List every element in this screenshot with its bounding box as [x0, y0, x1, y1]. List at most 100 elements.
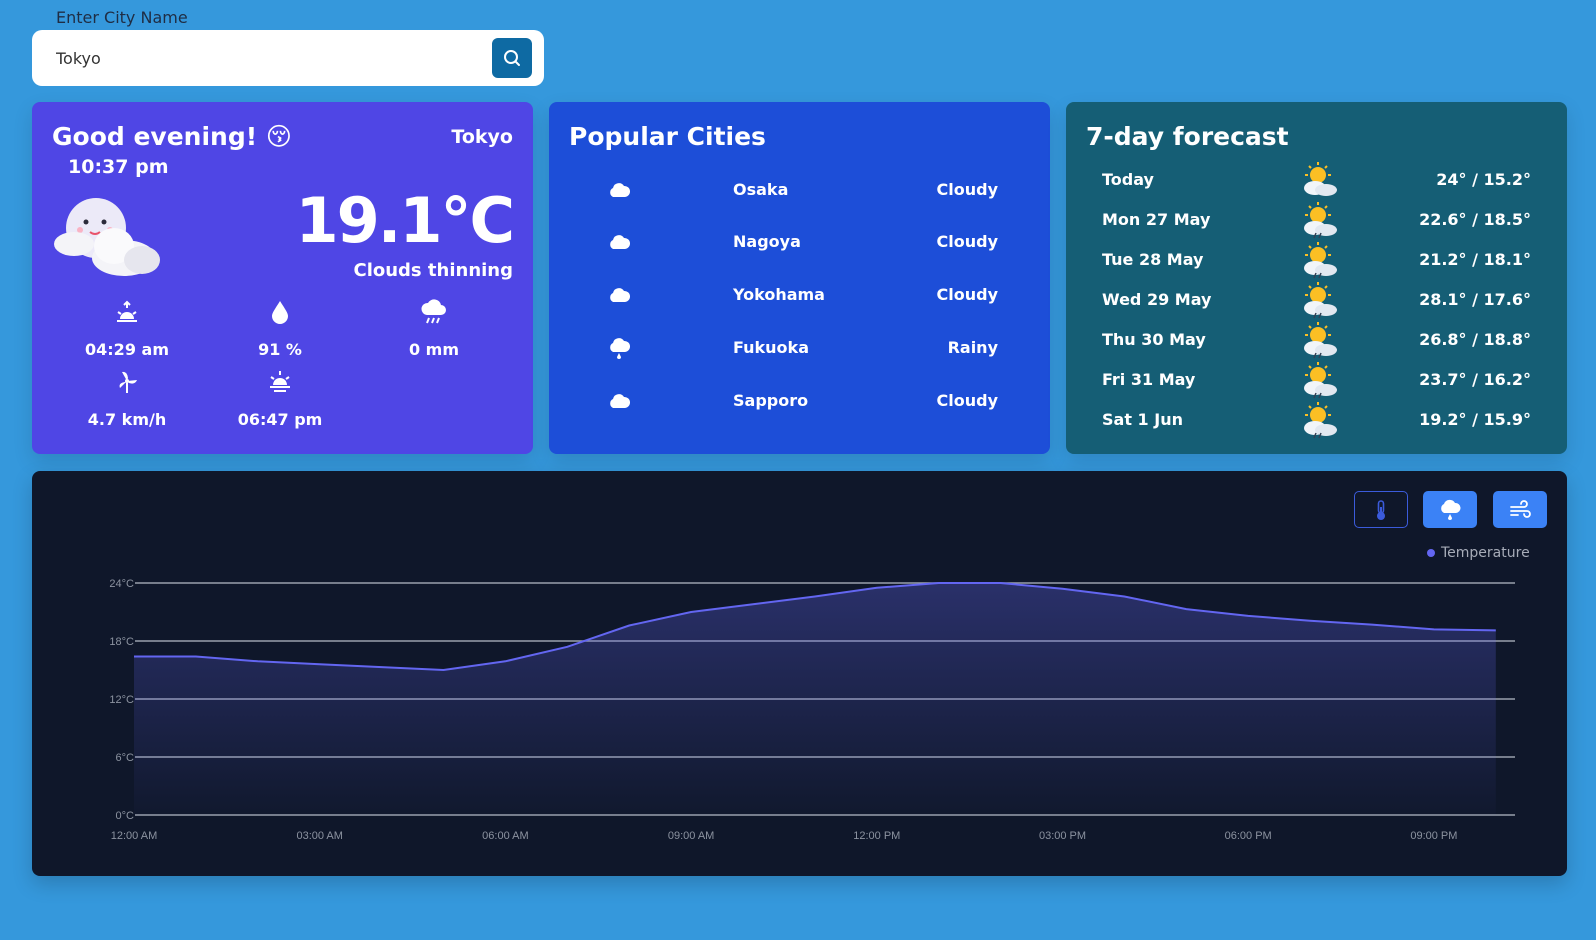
x-tick-label: 09:00 PM — [1410, 830, 1457, 842]
y-tick-label: 6°C — [116, 752, 135, 764]
city-row-sapporo[interactable]: Sapporo Cloudy — [549, 389, 1050, 415]
city-row-osaka[interactable]: Osaka Cloudy — [549, 178, 1050, 204]
forecast-row: Wed 29 May 28.1° / 17.6° — [1066, 280, 1567, 320]
forecast-row: Today 24° / 15.2° — [1066, 160, 1567, 200]
cloud-icon — [610, 183, 631, 197]
cloud-icon — [610, 235, 631, 249]
sunset-icon — [270, 371, 290, 392]
forecast-temps: 21.2° / 18.1° — [1419, 250, 1531, 269]
current-temperature: 19.1°C — [295, 184, 515, 257]
city-status: Cloudy — [936, 391, 999, 410]
y-tick-label: 12°C — [109, 694, 134, 706]
city-name: Sapporo — [733, 391, 809, 410]
sun-cloud-rain-icon — [1304, 322, 1337, 359]
forecast-row: Thu 30 May 26.8° / 18.8° — [1066, 320, 1567, 360]
search-input[interactable] — [56, 48, 492, 68]
rain-cloud-icon — [1441, 499, 1461, 520]
precipitation-value: 0 mm — [408, 340, 460, 359]
temperature-line — [134, 582, 1496, 672]
search-box — [32, 30, 544, 86]
x-tick-label: 12:00 AM — [111, 830, 157, 842]
forecast-temps: 22.6° / 18.5° — [1419, 210, 1531, 229]
legend-dot — [1427, 549, 1435, 557]
sunset-value: 06:47 pm — [237, 410, 323, 429]
city-row-yokohama[interactable]: Yokohama Cloudy — [549, 283, 1050, 309]
wind-stat: 4.7 km/h — [67, 368, 187, 429]
temperature-chart: 0°C 6°C 12°C 18°C 24°C 12:00 AM 03:00 AM 06:00 … — [109, 578, 1515, 842]
rain-cloud-icon — [421, 299, 446, 324]
forecast-title: 7-day forecast — [1086, 122, 1289, 151]
forecast-day: Sat 1 Jun — [1102, 410, 1183, 429]
humidity-stat: 91 % — [220, 298, 340, 359]
city-status: Cloudy — [936, 180, 999, 199]
popular-cities-card: Popular Cities Osaka Cloudy Nagoya Cloud… — [549, 102, 1050, 454]
current-time: 10:37 pm — [68, 156, 169, 178]
forecast-day: Wed 29 May — [1102, 290, 1212, 309]
current-condition: Clouds thinning — [353, 260, 513, 281]
sunrise-value: 04:29 am — [85, 340, 169, 359]
forecast-day: Today — [1102, 170, 1154, 189]
forecast-row: Mon 27 May 22.6° / 18.5° — [1066, 200, 1567, 240]
forecast-temps: 23.7° / 16.2° — [1419, 370, 1531, 389]
thermometer-icon — [1377, 499, 1385, 520]
forecast-temps: 28.1° / 17.6° — [1419, 290, 1531, 309]
city-row-nagoya[interactable]: Nagoya Cloudy — [549, 230, 1050, 256]
forecast-temps: 24° / 15.2° — [1436, 170, 1531, 189]
city-name: Osaka — [733, 180, 789, 199]
cloud-icon — [610, 394, 631, 408]
city-name: Fukuoka — [733, 338, 809, 357]
forecast-day: Tue 28 May — [1102, 250, 1204, 269]
wind-value: 4.7 km/h — [87, 410, 167, 429]
search-icon — [504, 50, 520, 66]
sunrise-icon — [117, 300, 137, 322]
x-tick-label: 03:00 PM — [1039, 830, 1086, 842]
y-tick-label: 24°C — [109, 578, 134, 590]
city-status: Cloudy — [936, 232, 999, 251]
y-tick-label: 0°C — [116, 810, 135, 822]
forecast-row: Fri 31 May 23.7° / 16.2° — [1066, 360, 1567, 400]
sun-cloud-rain-icon — [1304, 242, 1337, 279]
cloud-icon — [610, 288, 631, 302]
wind-turbine-icon — [119, 371, 137, 393]
wind-chart-button[interactable] — [1493, 491, 1547, 528]
forecast-day: Thu 30 May — [1102, 330, 1206, 349]
chart-legend[interactable]: Temperature — [1427, 545, 1530, 561]
y-tick-label: 18°C — [109, 636, 134, 648]
city-status: Cloudy — [936, 285, 999, 304]
forecast-temps: 26.8° / 18.8° — [1419, 330, 1531, 349]
precipitation-chart-button[interactable] — [1423, 491, 1477, 528]
wind-icon — [1510, 499, 1531, 518]
city-row-fukuoka[interactable]: Fukuoka Rainy — [549, 336, 1050, 362]
moon-cloud-icon — [52, 192, 164, 284]
temperature-chart-button[interactable] — [1354, 491, 1408, 528]
sun-cloud-rain-icon — [1304, 202, 1337, 239]
x-tick-label: 06:00 PM — [1225, 830, 1272, 842]
humidity-value: 91 % — [258, 340, 302, 359]
forecast-card: 7-day forecast Today 24° / 15.2° Mon 27 Ma… — [1066, 102, 1567, 454]
chart-panel: Temperature 0°C 6°C 12°C 18°C 24°C 12:00 AM 03… — [32, 471, 1567, 876]
search-button[interactable] — [492, 38, 532, 78]
x-tick-label: 09:00 AM — [668, 830, 714, 842]
rain-cloud-icon — [610, 338, 631, 359]
temperature-area — [134, 583, 1496, 815]
search-label: Enter City Name — [56, 8, 188, 27]
sun-cloud-rain-icon — [1304, 362, 1337, 399]
sun-cloud-icon — [1304, 162, 1337, 196]
current-weather-card: Good evening! 😚 Tokyo 10:37 pm 19.1°C Cl… — [32, 102, 533, 454]
sunset-stat: 06:47 pm — [220, 368, 340, 429]
x-tick-label: 03:00 AM — [296, 830, 342, 842]
forecast-temps: 19.2° / 15.9° — [1419, 410, 1531, 429]
forecast-day: Fri 31 May — [1102, 370, 1196, 389]
city-status: Rainy — [947, 338, 998, 357]
greeting: Good evening! 😚 — [52, 122, 292, 151]
cities-title: Popular Cities — [569, 122, 766, 151]
sunrise-stat: 04:29 am — [67, 298, 187, 359]
current-city: Tokyo — [451, 126, 513, 148]
city-name: Yokohama — [733, 285, 825, 304]
precipitation-stat: 0 mm — [374, 298, 494, 359]
forecast-row: Sat 1 Jun 19.2° / 15.9° — [1066, 400, 1567, 440]
forecast-row: Tue 28 May 21.2° / 18.1° — [1066, 240, 1567, 280]
x-tick-label: 06:00 AM — [482, 830, 528, 842]
forecast-day: Mon 27 May — [1102, 210, 1211, 229]
sun-cloud-rain-icon — [1304, 282, 1337, 319]
